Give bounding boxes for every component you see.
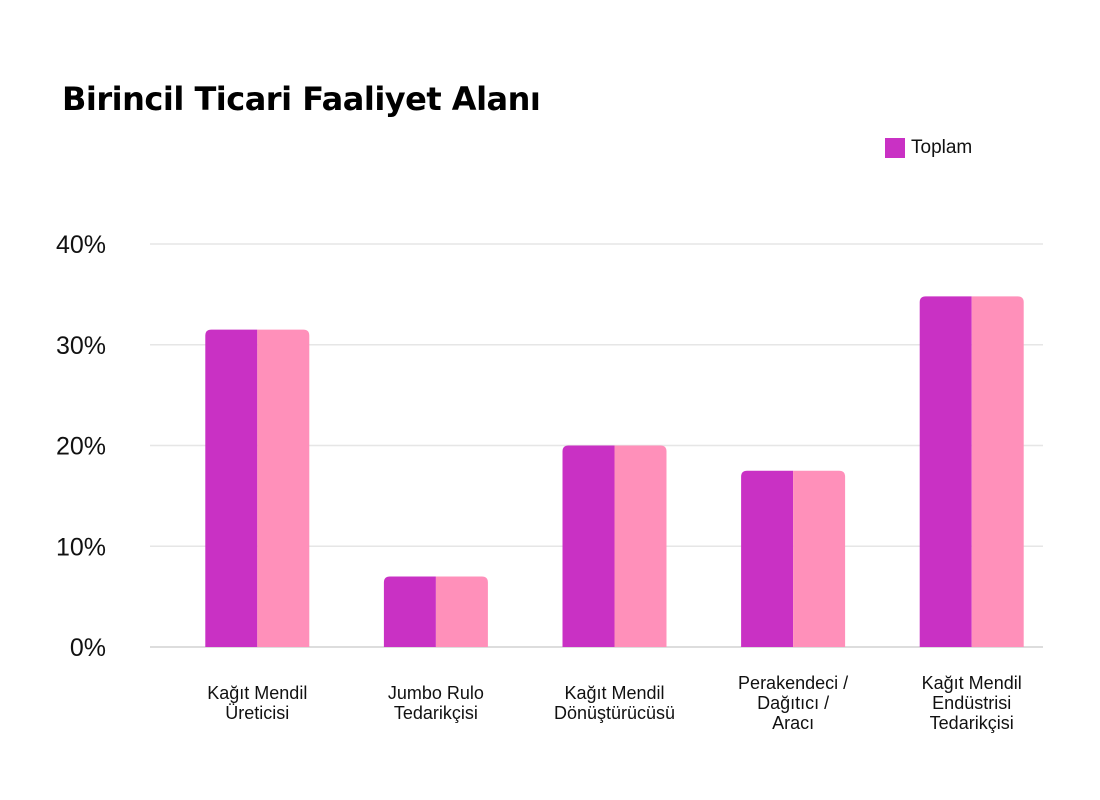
bar-right-segment	[793, 470, 846, 647]
bar-layer	[205, 296, 1024, 647]
y-tick-label: 0%	[70, 634, 106, 662]
bar	[205, 329, 310, 647]
x-category-label: Kağıt Mendil Üreticisi	[207, 683, 307, 723]
bar-right-segment	[971, 296, 1024, 647]
chart-title: Birincil Ticari Faaliyet Alanı	[62, 80, 541, 118]
bar-left-segment	[205, 329, 258, 647]
bar-right-segment	[257, 329, 310, 647]
bar	[741, 470, 846, 647]
legend-swatch	[885, 138, 905, 158]
y-tick-label: 40%	[56, 231, 106, 259]
bar-right-segment	[614, 445, 667, 647]
y-tick-label: 30%	[56, 332, 106, 360]
bar	[919, 296, 1024, 647]
y-axis-ticks: 0% 10% 20% 30% 40%	[56, 231, 106, 662]
bar	[562, 445, 667, 647]
bar-right-segment	[435, 576, 488, 647]
x-category-label: Jumbo Rulo Tedarikçisi	[388, 683, 484, 723]
x-axis-labels: Kağıt Mendil Üreticisi Jumbo Rulo Tedarikçi…	[207, 673, 1021, 733]
bar-left-segment	[383, 576, 436, 647]
y-tick-label: 20%	[56, 433, 106, 461]
y-tick-label: 10%	[56, 533, 106, 561]
legend-label: Toplam	[911, 137, 973, 158]
legend: Toplam	[885, 137, 972, 159]
bar-left-segment	[919, 296, 972, 647]
bar	[383, 576, 488, 647]
x-category-label: Kağıt Mendil Dönüştürücüsü	[554, 683, 675, 723]
x-category-label: Kağıt Mendil Endüstrisi Tedarikçisi	[922, 673, 1022, 733]
x-category-label: Perakendeci / Dağıtıcı / Aracı	[738, 673, 848, 733]
bar-left-segment	[741, 470, 794, 647]
bar-left-segment	[562, 445, 615, 647]
